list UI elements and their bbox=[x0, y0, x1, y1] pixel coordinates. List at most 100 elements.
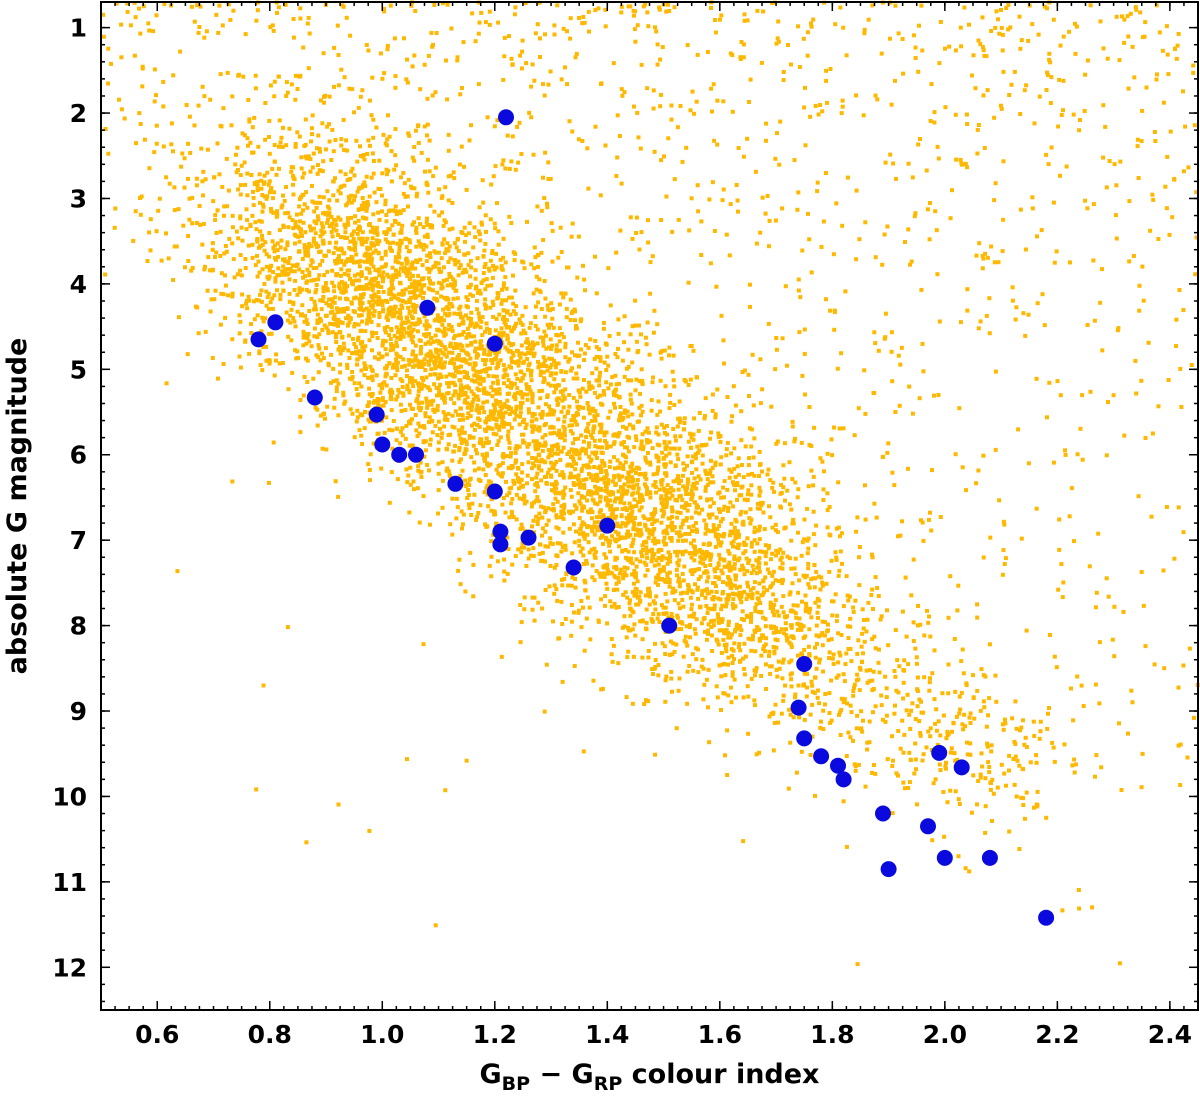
field-star-point bbox=[684, 518, 689, 523]
field-star-point bbox=[529, 351, 534, 356]
field-star-point bbox=[599, 426, 604, 431]
field-star-point bbox=[428, 358, 433, 363]
field-star-point bbox=[440, 431, 445, 436]
field-star-point bbox=[371, 159, 376, 163]
field-star-point bbox=[333, 259, 338, 263]
field-star-point bbox=[427, 399, 432, 404]
field-star-point bbox=[446, 307, 451, 312]
field-star-point bbox=[652, 519, 657, 524]
field-star-point bbox=[446, 198, 451, 203]
field-star-point bbox=[458, 263, 463, 268]
field-star-point bbox=[332, 289, 337, 294]
field-star-point bbox=[443, 185, 448, 190]
field-star-point bbox=[321, 289, 326, 294]
field-star-point bbox=[570, 431, 575, 436]
field-star-point bbox=[534, 417, 539, 422]
field-star-point bbox=[779, 627, 784, 632]
field-star-point bbox=[435, 403, 440, 408]
field-star-point bbox=[274, 352, 279, 357]
field-star-point bbox=[707, 515, 712, 520]
field-star-point bbox=[304, 318, 309, 323]
field-star-point bbox=[469, 455, 474, 460]
field-star-point bbox=[661, 486, 666, 491]
field-star-point bbox=[692, 552, 697, 557]
field-star-point bbox=[792, 439, 797, 444]
field-star-point bbox=[407, 330, 411, 335]
field-star-point bbox=[338, 169, 343, 174]
field-star-point bbox=[501, 414, 506, 419]
field-star-point bbox=[667, 440, 672, 445]
field-star-point bbox=[516, 479, 521, 484]
field-star-point bbox=[751, 586, 756, 591]
field-star-point bbox=[716, 561, 721, 566]
field-star-point bbox=[615, 355, 620, 360]
field-star-point bbox=[403, 408, 408, 412]
field-star-point bbox=[664, 556, 669, 561]
field-star-point bbox=[749, 517, 754, 522]
field-star-point bbox=[194, 221, 199, 225]
field-star-point bbox=[396, 315, 401, 320]
field-star-point bbox=[585, 498, 590, 503]
field-star-point bbox=[691, 437, 696, 442]
field-star-point bbox=[637, 419, 642, 424]
field-star-point bbox=[552, 358, 556, 363]
field-star-point bbox=[582, 482, 587, 487]
field-star-point bbox=[795, 627, 800, 632]
field-star-point bbox=[448, 344, 453, 349]
field-star-point bbox=[545, 393, 550, 398]
field-star-point bbox=[537, 288, 542, 293]
field-star-point bbox=[634, 602, 639, 607]
field-star-point bbox=[720, 619, 725, 624]
field-star-point bbox=[421, 424, 426, 428]
field-star-point bbox=[628, 517, 633, 522]
field-star-point bbox=[797, 616, 802, 621]
field-star-point bbox=[633, 527, 638, 532]
field-star-point bbox=[590, 435, 595, 440]
field-star-point bbox=[755, 541, 760, 546]
field-star-point bbox=[708, 513, 713, 518]
field-star-point bbox=[261, 202, 265, 207]
field-star-point bbox=[719, 519, 723, 524]
field-star-point bbox=[644, 540, 649, 545]
field-star-point bbox=[656, 455, 661, 460]
field-star-point bbox=[338, 273, 343, 278]
field-star-point bbox=[790, 521, 795, 526]
field-star-point bbox=[459, 358, 464, 363]
field-star-point bbox=[607, 543, 612, 548]
field-star-point bbox=[525, 346, 530, 351]
field-star-point bbox=[517, 496, 522, 501]
field-star-point bbox=[617, 571, 622, 576]
field-star-point bbox=[478, 291, 483, 296]
field-star-point bbox=[411, 479, 416, 484]
field-star-point bbox=[345, 362, 350, 367]
field-star-point bbox=[368, 478, 372, 483]
field-star-point bbox=[399, 266, 403, 271]
field-star-point bbox=[551, 619, 555, 624]
field-star-point bbox=[597, 383, 602, 388]
field-star-point bbox=[637, 405, 642, 410]
field-star-point bbox=[581, 477, 586, 482]
field-star-point bbox=[293, 241, 297, 246]
field-star-point bbox=[337, 281, 342, 286]
field-star-point bbox=[391, 286, 396, 291]
field-star-point bbox=[464, 295, 469, 300]
field-star-point bbox=[569, 494, 574, 499]
field-star-point bbox=[604, 440, 609, 445]
field-star-point bbox=[781, 550, 786, 555]
field-star-point bbox=[409, 282, 414, 287]
field-star-point bbox=[811, 576, 816, 581]
field-star-point bbox=[649, 398, 654, 403]
field-star-point bbox=[438, 356, 443, 361]
field-star-point bbox=[410, 316, 415, 320]
field-star-point bbox=[539, 307, 544, 311]
field-star-point bbox=[358, 144, 362, 149]
field-star-point bbox=[741, 551, 746, 556]
field-star-point bbox=[527, 385, 532, 389]
field-star-point bbox=[546, 544, 551, 549]
field-star-point bbox=[699, 621, 704, 626]
field-star-point bbox=[900, 609, 905, 614]
field-star-point bbox=[285, 267, 290, 272]
field-star-point bbox=[338, 330, 343, 335]
field-star-point bbox=[186, 176, 190, 181]
field-star-point bbox=[686, 439, 691, 444]
